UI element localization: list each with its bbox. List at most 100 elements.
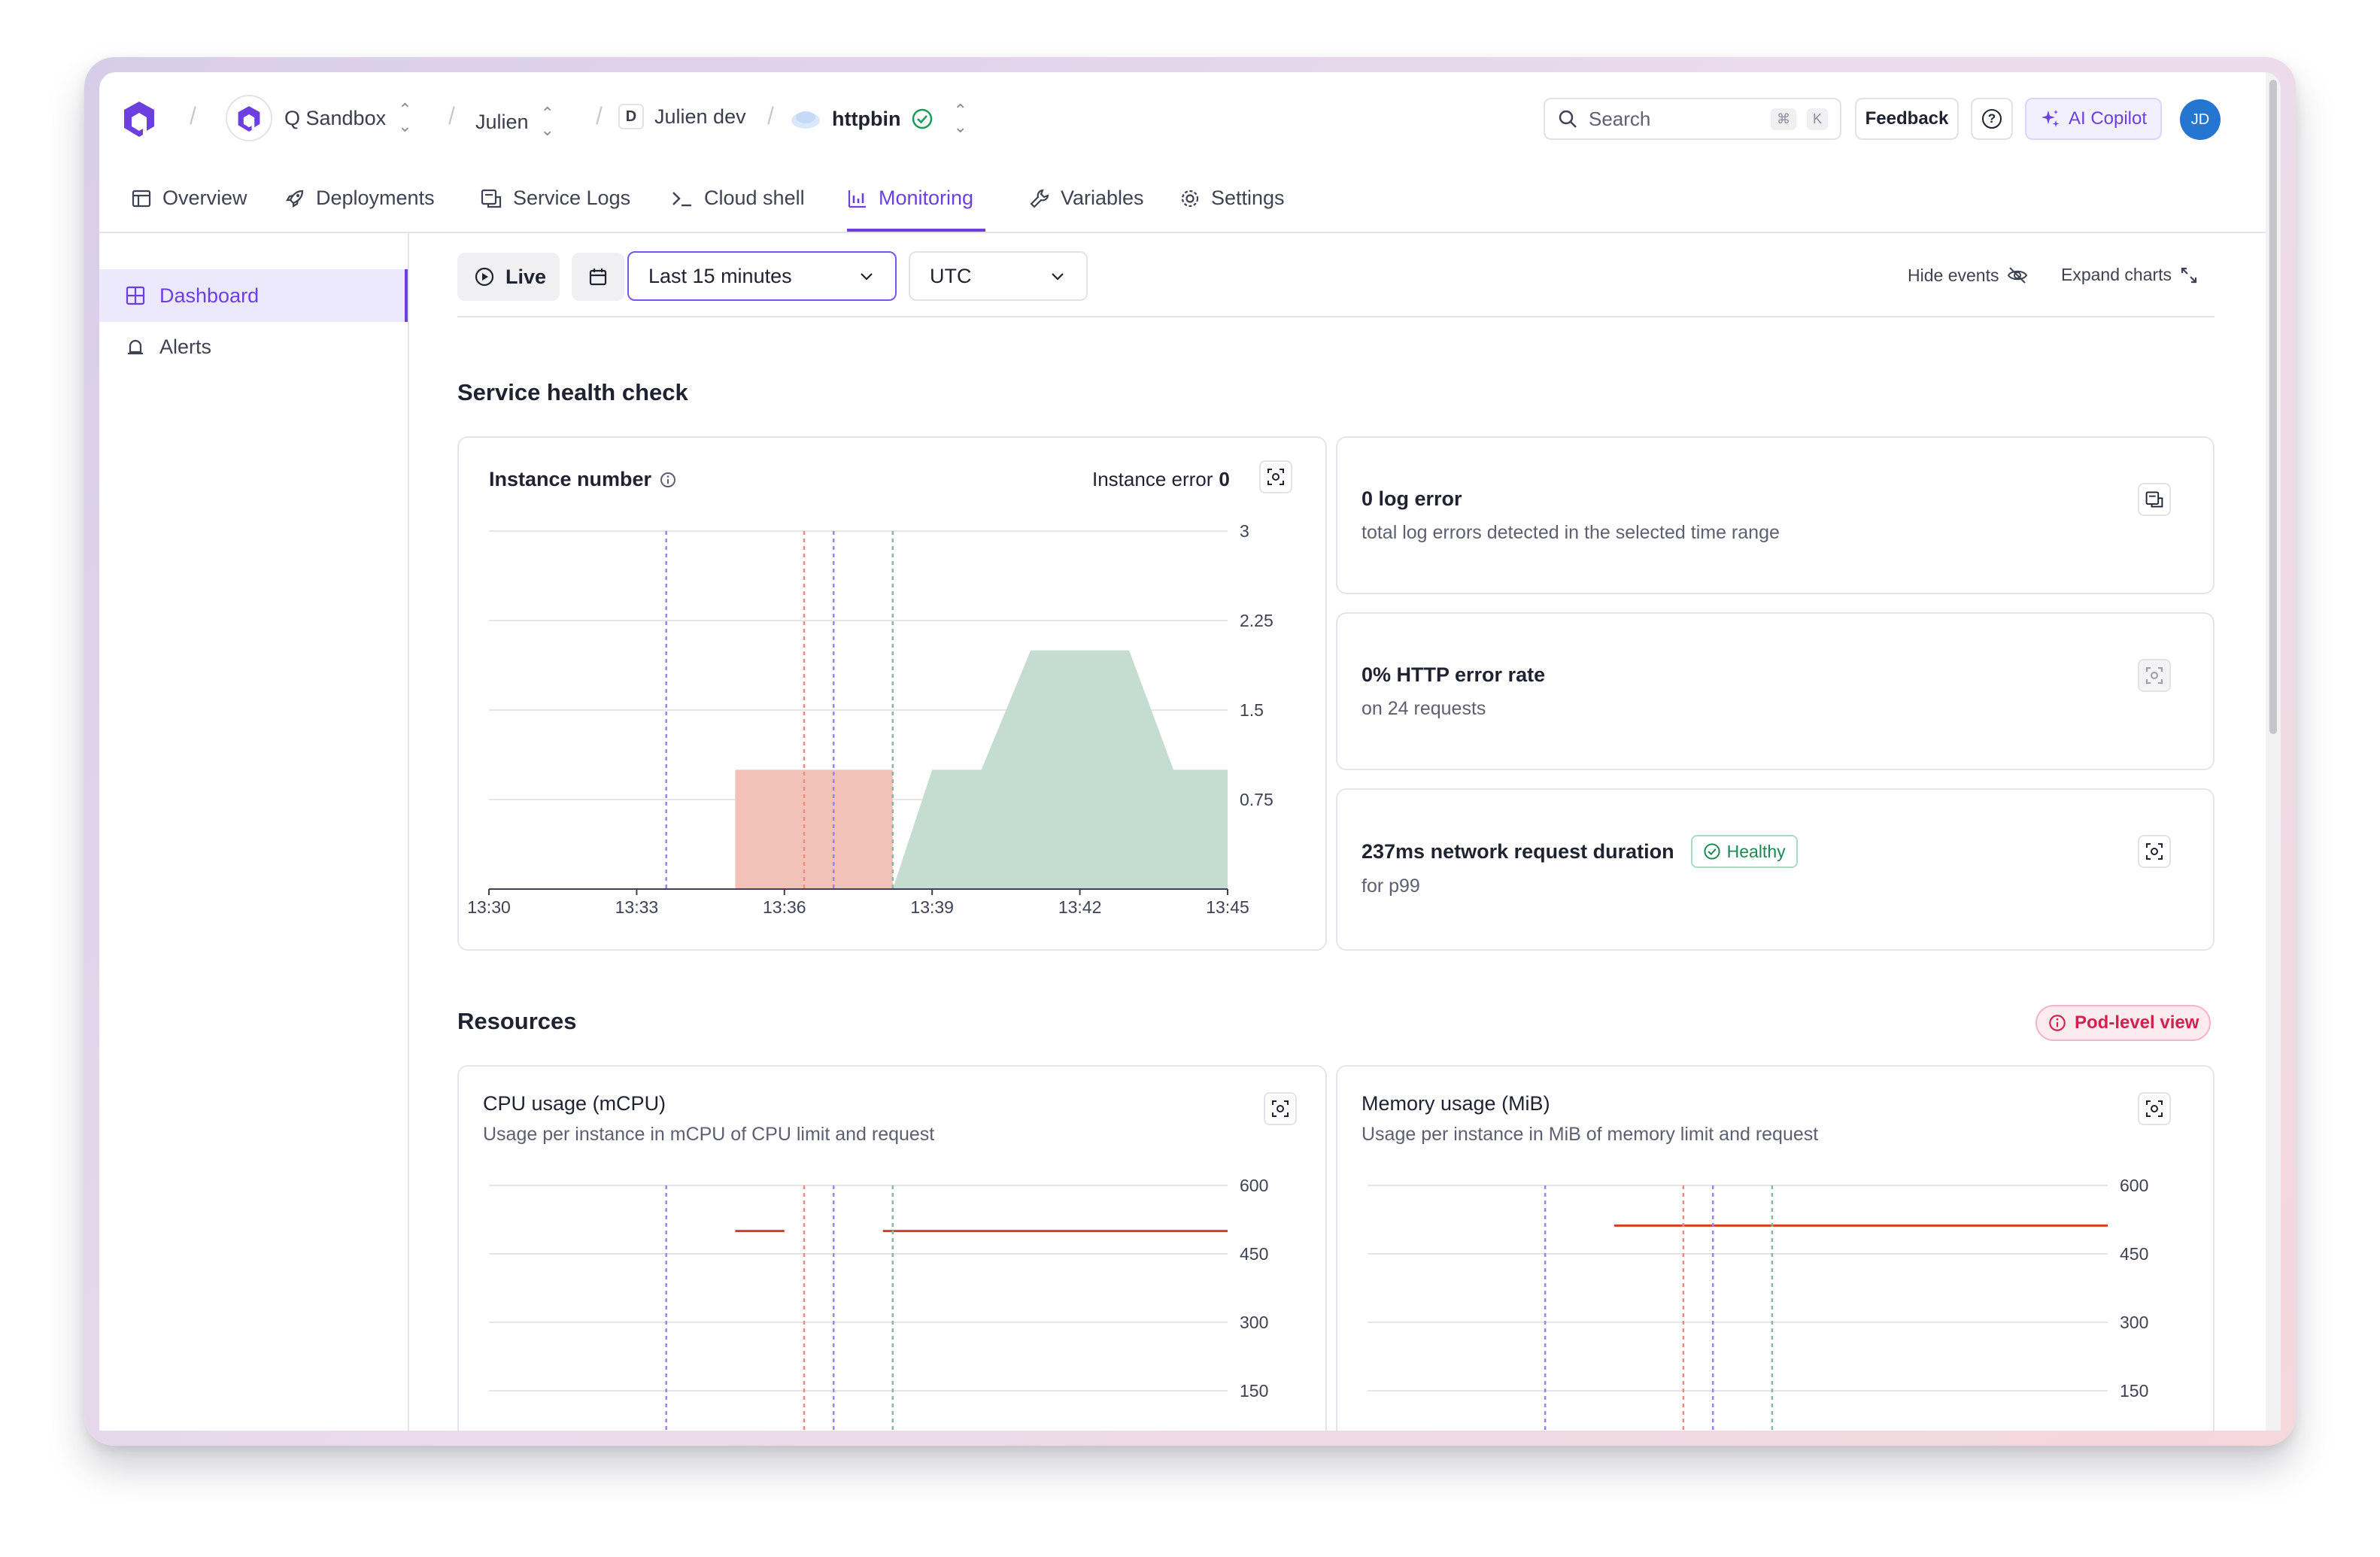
controls-divider [457, 316, 2215, 317]
instance-number-chart: 3 2.25 1.5 0.75 13:30 13:33 13:36 13:39 13:42 13:… [467, 521, 1273, 917]
project-name: Julien [475, 110, 529, 133]
y-tick-label: 450 [1240, 1244, 1268, 1264]
logs-icon [481, 189, 502, 208]
y-tick-label: 0.75 [1240, 790, 1273, 809]
tab-label: Service Logs [513, 187, 631, 209]
pod-level-view-badge[interactable]: Pod-level view [2035, 1005, 2212, 1041]
x-tick-label: 13:33 [615, 897, 659, 917]
log-error-title: 0 log error [1362, 487, 1462, 510]
ai-copilot-button[interactable]: AI Copilot [2025, 98, 2162, 140]
sidebar-item-alerts[interactable]: Alerts [125, 335, 211, 359]
expand-chart-button[interactable] [2138, 835, 2171, 868]
check-circle-icon [1704, 843, 1720, 860]
y-tick-label: 150 [2120, 1381, 2148, 1401]
focus-icon [2146, 843, 2163, 860]
section-title-health: Service health check [457, 379, 688, 405]
section-title-resources: Resources [457, 1008, 577, 1034]
network-duration-card: 237ms network request duration Healthy f… [1336, 788, 2215, 951]
help-button[interactable]: ? [1971, 98, 2013, 140]
expand-chart-button[interactable] [1264, 1092, 1297, 1125]
instance-error-summary: Instance error 0 [1092, 468, 1230, 491]
tab-label: Variables [1061, 187, 1144, 209]
search-input[interactable]: Search ⌘ K [1544, 98, 1841, 140]
shortcut-key-k: K [1806, 108, 1828, 130]
breadcrumb-separator: / [190, 102, 196, 129]
expand-charts-button[interactable]: Expand charts [2061, 265, 2199, 285]
x-tick-label: 13:36 [763, 897, 806, 917]
focus-icon [1267, 469, 1284, 485]
focus-icon [2146, 1100, 2163, 1117]
organization-name: Q Sandbox [284, 106, 387, 129]
tab-overview[interactable]: Overview [131, 187, 247, 210]
wrench-icon [1030, 189, 1049, 208]
tab-label: Overview [162, 187, 247, 209]
tab-variables[interactable]: Variables [1029, 187, 1144, 210]
sidebar-item-dashboard[interactable]: Dashboard [99, 269, 408, 322]
y-tick-label: 300 [2120, 1313, 2148, 1332]
focus-icon [2146, 667, 2163, 684]
check-circle-icon [912, 108, 933, 129]
breadcrumb-organization[interactable]: Q Sandbox ⌃ ⌄ [226, 95, 412, 141]
y-tick-label: 3 [1240, 521, 1249, 541]
x-tick-label: 13:45 [1206, 897, 1249, 917]
breadcrumb-environment[interactable]: D Julien dev [618, 104, 746, 129]
time-range-select[interactable]: Last 15 minutes [627, 251, 897, 301]
organization-logo-icon [226, 95, 272, 141]
cloud-icon [791, 111, 820, 129]
expand-chart-button[interactable] [2138, 659, 2171, 692]
grid-icon [126, 286, 145, 305]
tab-cloud-shell[interactable]: Cloud shell [671, 187, 805, 210]
environment-name: Julien dev [654, 105, 746, 128]
timezone-select[interactable]: UTC [909, 251, 1088, 301]
bell-icon [128, 339, 143, 354]
live-button[interactable]: Live [457, 253, 560, 301]
hide-events-button[interactable]: Hide events [1908, 265, 2029, 286]
tab-label: Cloud shell [704, 187, 805, 209]
chevron-down-icon [861, 273, 873, 281]
y-tick-label: 450 [2120, 1244, 2148, 1264]
tab-deployments[interactable]: Deployments [284, 187, 435, 210]
user-avatar[interactable]: JD [2180, 99, 2221, 140]
y-tick-label: 300 [1240, 1313, 1268, 1332]
x-tick-label: 13:39 [910, 897, 954, 917]
sidebar-item-label: Alerts [159, 335, 212, 358]
tab-settings[interactable]: Settings [1179, 187, 1285, 210]
tab-service-logs[interactable]: Service Logs [480, 187, 630, 210]
x-tick-label: 13:30 [467, 897, 511, 917]
expand-chart-button[interactable] [1259, 460, 1292, 493]
instance-number-card: Instance number Instance error 0 3 2.25 1.… [457, 436, 1327, 951]
breadcrumb-separator: / [596, 102, 603, 129]
breadcrumb-project[interactable]: Julien ⌃ ⌄ [475, 105, 554, 138]
scrollbar-thumb[interactable] [2269, 80, 2277, 734]
tab-label: Settings [1211, 187, 1285, 209]
scrollbar[interactable] [2266, 72, 2281, 1431]
qovery-logo-icon[interactable] [120, 99, 158, 137]
tabs-divider [99, 232, 2266, 233]
info-icon[interactable] [659, 471, 677, 489]
feedback-button[interactable]: Feedback [1855, 98, 1959, 140]
network-duration-header: 237ms network request duration Healthy [1362, 835, 1798, 868]
search-icon [1559, 110, 1577, 128]
instance-error-label: Instance error [1092, 468, 1213, 490]
calendar-icon [589, 269, 607, 286]
search-placeholder: Search [1589, 107, 1651, 130]
service-name: httpbin [832, 107, 901, 130]
status-badge-label: Healthy [1726, 841, 1786, 861]
hide-events-label: Hide events [1908, 265, 1999, 285]
sparkles-icon [2041, 110, 2060, 127]
app-window: / Q Sandbox ⌃ ⌄ / Julien ⌃ ⌄ / D Julien de… [99, 72, 2281, 1431]
tab-label: Monitoring [879, 187, 974, 209]
view-logs-button[interactable] [2138, 483, 2171, 516]
network-duration-title: 237ms network request duration [1362, 839, 1674, 863]
breadcrumb-service[interactable]: httpbin ⌃ ⌄ [790, 102, 967, 135]
instance-error-value: 0 [1219, 468, 1230, 490]
expand-chart-button[interactable] [2138, 1092, 2171, 1125]
tab-monitoring[interactable]: Monitoring [847, 187, 973, 210]
date-picker-button[interactable] [572, 253, 624, 301]
expand-charts-label: Expand charts [2061, 265, 2172, 284]
terminal-icon [672, 191, 691, 206]
ai-copilot-label: AI Copilot [2068, 108, 2148, 129]
shortcut-key-command: ⌘ [1770, 108, 1796, 130]
memory-chart-subtitle: Usage per instance in MiB of memory limi… [1362, 1124, 1819, 1145]
cpu-chart-title: CPU usage (mCPU) [483, 1092, 666, 1115]
